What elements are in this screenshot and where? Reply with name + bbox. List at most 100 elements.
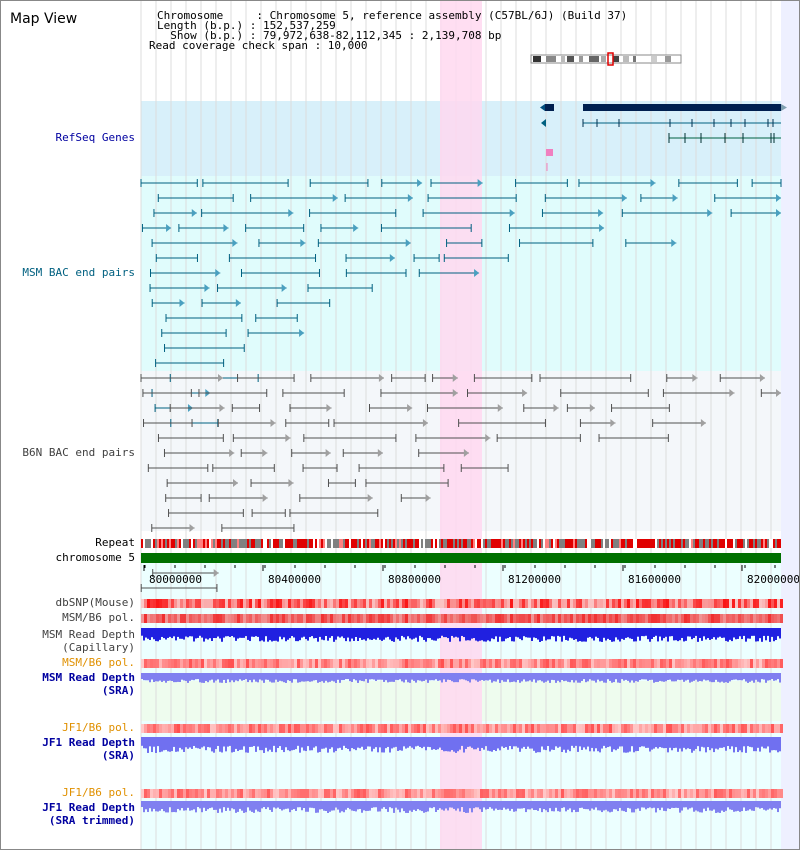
repeat-element	[171, 539, 173, 548]
b6n-bac-end-pairs-label[interactable]: B6N BAC end pairs	[22, 446, 135, 459]
repeat-element	[715, 539, 717, 548]
heat-cell	[774, 724, 777, 733]
heat-cell	[492, 724, 495, 733]
depth-bar	[549, 801, 551, 809]
msm-read-depth-sra-label[interactable]: MSM Read Depth	[42, 671, 135, 684]
repeat-element	[389, 539, 391, 548]
repeat-element	[637, 539, 639, 548]
msm-read-depth-capillary-label[interactable]: MSM Read Depth	[42, 628, 135, 641]
depth-bar	[383, 801, 385, 808]
depth-bar	[759, 673, 761, 683]
heat-cell	[531, 659, 534, 668]
repeat-element	[743, 539, 745, 548]
depth-bar	[457, 673, 459, 683]
depth-bar	[153, 628, 155, 640]
heat-cell	[267, 614, 270, 623]
repeat-element	[713, 539, 715, 548]
depth-bar	[691, 801, 693, 808]
depth-bar	[269, 628, 271, 641]
heat-cell	[330, 614, 333, 623]
repeat-element	[721, 539, 723, 548]
heat-cell	[609, 789, 612, 798]
heat-cell	[582, 659, 585, 668]
msm-b6-pol-label[interactable]: MSM/B6 pol.	[62, 611, 135, 624]
depth-bar	[633, 673, 635, 683]
depth-bar	[447, 628, 449, 639]
repeat-element	[643, 539, 645, 548]
repeat-element	[779, 539, 781, 548]
depth-bar	[165, 673, 167, 683]
msm-bac-end-pairs-track[interactable]	[140, 179, 782, 427]
chromosome-ideogram[interactable]	[530, 52, 682, 66]
msm-bac-end-pairs-label[interactable]: MSM BAC end pairs	[22, 266, 135, 279]
heat-cell	[498, 724, 501, 733]
depth-bar	[331, 673, 333, 681]
depth-bar	[277, 628, 279, 642]
heat-cell	[405, 659, 408, 668]
heat-cell	[276, 614, 279, 623]
heat-cell	[339, 789, 342, 798]
heat-cell	[621, 614, 624, 623]
depth-bar	[611, 801, 613, 812]
depth-bar	[353, 737, 355, 750]
depth-bar	[175, 673, 177, 683]
heat-cell	[597, 659, 600, 668]
depth-bar	[777, 628, 779, 637]
depth-bar	[467, 628, 469, 641]
depth-bar	[653, 628, 655, 637]
depth-bar	[619, 801, 621, 808]
heat-cell	[213, 724, 216, 733]
heat-cell	[222, 659, 225, 668]
jf1-read-depth-label[interactable]: JF1 Read Depth	[42, 736, 135, 749]
b6n-bac-end-pairs-track[interactable]	[140, 374, 781, 592]
heat-cell	[441, 599, 444, 608]
repeat-element	[387, 539, 389, 548]
depth-bar	[713, 737, 715, 753]
repeat-track[interactable]	[141, 539, 781, 548]
depth-bar	[519, 673, 521, 683]
heat-cell	[402, 789, 405, 798]
heat-cell	[273, 614, 276, 623]
heat-cell	[660, 614, 663, 623]
heat-cell	[348, 659, 351, 668]
depth-bar	[419, 737, 421, 748]
repeat-element	[571, 539, 573, 548]
dbsnp-label[interactable]: dbSNP(Mouse)	[55, 596, 135, 609]
refseq-genes-track[interactable]	[540, 104, 787, 171]
repeat-label: Repeat	[95, 536, 135, 549]
repeat-element	[275, 539, 277, 548]
heat-cell	[468, 724, 471, 733]
repeat-element	[737, 539, 739, 548]
jf1-read-depth-trimmed-label[interactable]: JF1 Read Depth	[42, 801, 135, 814]
depth-bar	[601, 673, 603, 681]
heat-cell	[477, 789, 480, 798]
repeat-element	[627, 539, 629, 548]
depth-bar	[589, 737, 591, 752]
repeat-element	[641, 539, 643, 548]
depth-bar	[727, 673, 729, 683]
repeat-element	[423, 539, 425, 548]
refseq-genes-label[interactable]: RefSeq Genes	[55, 131, 135, 144]
depth-bar	[613, 628, 615, 642]
polymorphism-heat-tracks[interactable]	[141, 599, 783, 798]
depth-bar	[289, 673, 291, 682]
depth-bar	[233, 737, 235, 752]
heat-cell	[678, 659, 681, 668]
depth-bar	[539, 737, 541, 753]
jf1-b6-pol-label[interactable]: JF1/B6 pol.	[62, 721, 135, 734]
repeat-element	[611, 539, 613, 548]
jf1-b6-pol-trimmed-label[interactable]: JF1/B6 pol.	[62, 786, 135, 799]
depth-bar	[309, 673, 311, 682]
heat-cell	[195, 659, 198, 668]
repeat-element	[477, 539, 479, 548]
depth-bar	[337, 801, 339, 810]
depth-bar	[247, 673, 249, 683]
read-depth-tracks[interactable]	[141, 628, 781, 813]
heat-cell	[174, 599, 177, 608]
heat-cell	[219, 724, 222, 733]
depth-bar	[683, 628, 685, 642]
depth-bar	[395, 801, 397, 808]
msm-b6-pol-sra-label[interactable]: MSM/B6 pol.	[62, 656, 135, 669]
heat-cell	[738, 614, 741, 623]
